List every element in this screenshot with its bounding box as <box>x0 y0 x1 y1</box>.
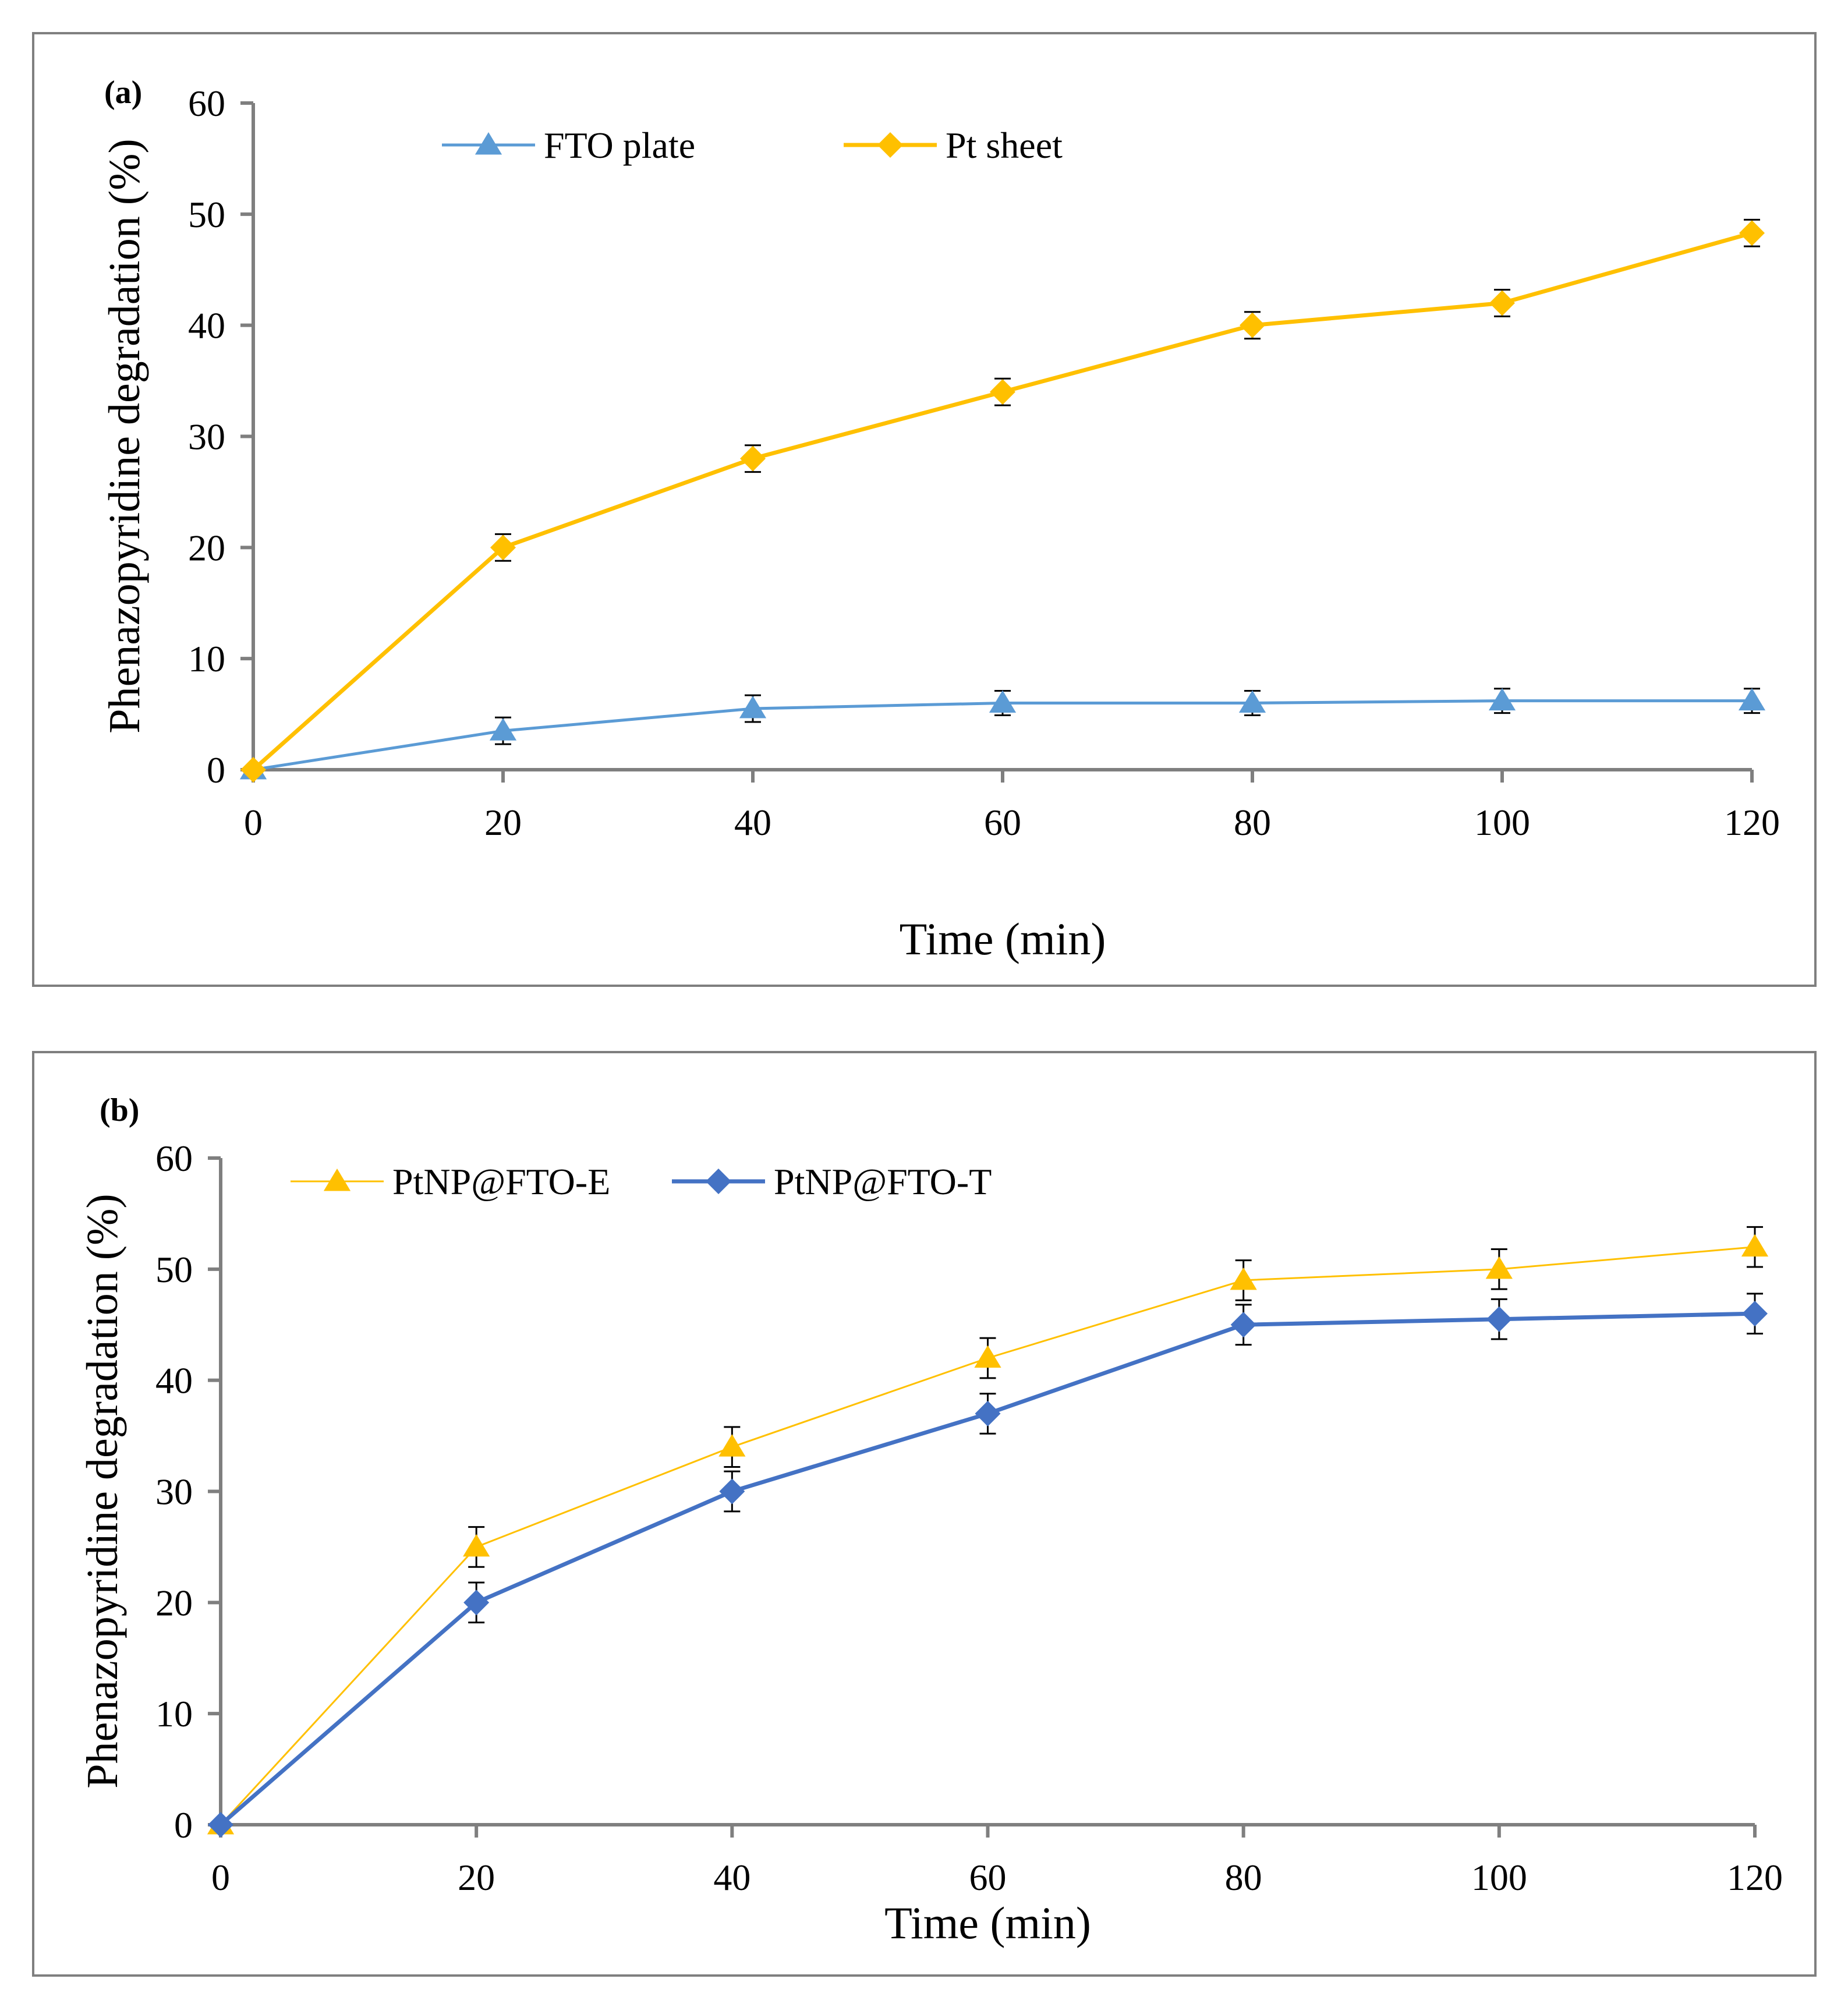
legend-marker <box>706 1169 731 1194</box>
series-a-1-point <box>1738 688 1766 711</box>
series-b-2-line <box>219 1311 1755 1826</box>
series-b-2-point <box>719 1478 745 1505</box>
series-b-1-point <box>718 1434 746 1457</box>
legend-marker <box>475 132 502 155</box>
x-tick-label-a: 100 <box>1474 802 1530 843</box>
legend-entry-b-2: PtNP@FTO-T <box>672 1161 992 1202</box>
series-b-2-point <box>975 1400 1001 1426</box>
y-tick-label-a: 40 <box>188 305 225 346</box>
y-tick-label-a: 60 <box>188 83 225 124</box>
x-axis-title-b: Time (min) <box>884 1898 1091 1948</box>
x-tick-label-b: 100 <box>1471 1857 1527 1898</box>
y-tick-label-b: 20 <box>155 1582 193 1623</box>
series-a-2-point <box>240 757 266 783</box>
y-axis-title-a: Phenazopyridine degradation (%) <box>100 139 149 733</box>
series-b-2-point <box>1230 1312 1256 1338</box>
y-tick-label-a: 20 <box>188 527 225 568</box>
y-tick-label-b: 0 <box>174 1804 193 1846</box>
series-b-1-line <box>220 1246 1755 1826</box>
series-a-2-point <box>1739 220 1765 246</box>
series-a-1-point <box>489 718 517 741</box>
series-b-2-point <box>1742 1301 1768 1327</box>
series-a-1 <box>239 688 1766 780</box>
y-tick-label-a: 10 <box>188 638 225 679</box>
chart-panel-b: (b) 0 10 20 30 40 50 60 0 20 40 60 80 100 120 Time (min… <box>32 1051 1817 1977</box>
series-a-1-point <box>1238 690 1266 713</box>
x-tick-label-a: 20 <box>484 802 522 843</box>
series-a-1-point <box>1488 688 1516 711</box>
series-b-1-point <box>1741 1234 1769 1257</box>
panel-label-b: (b) <box>100 1092 139 1128</box>
series-b-1-point <box>974 1345 1001 1368</box>
legend-label: PtNP@FTO-E <box>392 1161 610 1202</box>
series-a-2-point <box>1489 290 1515 316</box>
y-tick-label-a: 30 <box>188 416 225 458</box>
series-a-2-point <box>990 379 1015 405</box>
legend-marker <box>877 132 903 158</box>
x-axis-title-a: Time (min) <box>900 914 1106 964</box>
series-b-2-point <box>463 1590 490 1616</box>
legend-label: PtNP@FTO-T <box>774 1161 992 1202</box>
series-b-1-point <box>463 1534 490 1557</box>
y-tick-label-b: 30 <box>155 1471 193 1513</box>
series-b-1-point <box>1485 1256 1513 1279</box>
y-tick-label-b: 50 <box>155 1249 193 1290</box>
panel-label-a: (a) <box>104 75 142 111</box>
x-tick-label-a: 40 <box>734 802 771 843</box>
chart-panel-a: (a) 0 10 20 30 40 50 60 0 20 40 60 80 100 120 Time (min… <box>32 32 1817 987</box>
legend-label: FTO plate <box>544 125 695 166</box>
series-b-1-point <box>1230 1267 1257 1290</box>
x-tick-label-b: 80 <box>1225 1857 1262 1898</box>
x-tick-label-a: 60 <box>984 802 1021 843</box>
legend-entry-b-1: PtNP@FTO-E <box>291 1161 610 1202</box>
series-b-2-point <box>208 1812 233 1838</box>
x-tick-label-b: 60 <box>969 1857 1007 1898</box>
y-tick-label-b: 60 <box>155 1138 193 1179</box>
y-tick-label-b: 10 <box>155 1693 193 1734</box>
y-tick-label-a: 0 <box>207 749 225 791</box>
x-tick-label-b: 0 <box>211 1857 230 1898</box>
chart-a: (a) 0 10 20 30 40 50 60 0 20 40 60 80 100 120 Time (min… <box>100 75 1780 964</box>
x-tick-label-a: 0 <box>244 802 263 843</box>
legend-label: Pt sheet <box>946 125 1063 166</box>
x-tick-label-b: 120 <box>1727 1857 1783 1898</box>
series-b-2 <box>208 1293 1768 1838</box>
y-tick-label-b: 40 <box>155 1360 193 1401</box>
series-a-2-point <box>740 445 766 472</box>
x-tick-label-b: 40 <box>713 1857 750 1898</box>
series-a-2 <box>240 218 1765 783</box>
x-tick-label-a: 120 <box>1724 802 1780 843</box>
series-a-2-line <box>252 231 1753 771</box>
series-a-1-point <box>739 696 767 718</box>
x-tick-label-a: 80 <box>1234 802 1271 843</box>
legend-marker <box>323 1169 351 1191</box>
chart-b: (b) 0 10 20 30 40 50 60 0 20 40 60 80 100 120 Time (min… <box>78 1092 1783 1948</box>
y-tick-label-a: 50 <box>188 194 225 235</box>
x-tick-label-b: 20 <box>458 1857 495 1898</box>
series-b-2-point <box>1486 1306 1512 1332</box>
series-a-2-point <box>1240 312 1265 338</box>
legend-entry-a-1: FTO plate <box>442 125 695 166</box>
y-axis-title-b: Phenazopyridine degradation (%) <box>78 1194 127 1788</box>
series-a-1-point <box>989 690 1017 713</box>
series-a-2-point <box>490 534 516 561</box>
legend-entry-a-2: Pt sheet <box>844 125 1063 166</box>
